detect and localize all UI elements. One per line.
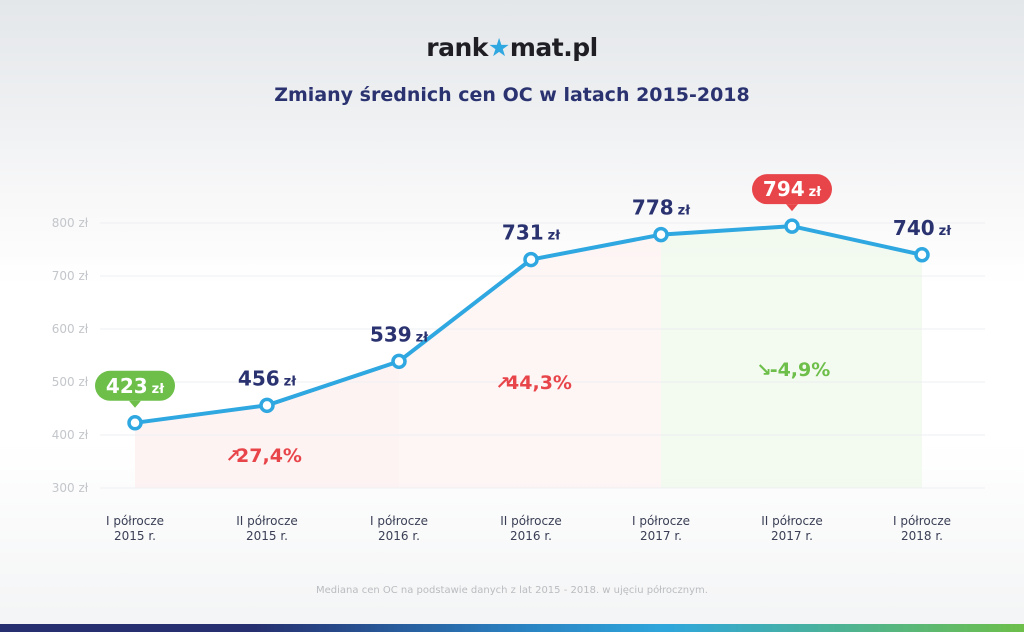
x-tick-label: II półrocze: [500, 514, 562, 528]
max-value-badge: [752, 174, 832, 205]
change-annotation: 44,3%: [506, 372, 572, 394]
data-point: [259, 397, 275, 414]
y-tick-label: 300 zł: [52, 481, 89, 495]
arrow-up-right-icon: ↗: [495, 373, 510, 394]
badge-pointer: [129, 400, 141, 408]
value-label: 794 zł: [763, 177, 822, 201]
value-label: 456 zł: [238, 366, 297, 390]
logo-text: mat.pl: [509, 33, 598, 62]
x-tick-label: I półrocze: [106, 514, 164, 528]
y-tick-label: 400 zł: [52, 428, 89, 442]
x-tick-label: 2017 r.: [640, 529, 682, 543]
x-tick-label: II półrocze: [236, 514, 298, 528]
value-label: 731 zł: [502, 221, 561, 245]
x-tick-label: 2015 r.: [246, 529, 288, 543]
x-tick-label: II półrocze: [761, 514, 823, 528]
x-tick-label: I półrocze: [893, 514, 951, 528]
x-tick-label: 2016 r.: [378, 529, 420, 543]
bottom-gradient-bar: [0, 624, 1024, 632]
shaded-region-1: [399, 234, 661, 488]
shaded-region-2: [661, 226, 922, 488]
arrow-up-right-icon: ↗: [225, 446, 240, 467]
value-label: 778 zł: [632, 196, 691, 220]
y-tick-label: 800 zł: [52, 216, 89, 230]
data-point: [653, 226, 669, 243]
star-icon: ★: [487, 33, 510, 62]
rankomat-logo: rank★mat.pl: [0, 33, 1024, 62]
arrow-down-right-icon: ↘: [756, 360, 771, 381]
x-tick-label: 2015 r.: [114, 529, 156, 543]
change-annotation: 27,4%: [236, 445, 302, 467]
x-tick-label: 2016 r.: [510, 529, 552, 543]
x-tick-label: 2018 r.: [901, 529, 943, 543]
min-value-badge: [95, 370, 175, 401]
x-tick-label: 2017 r.: [771, 529, 813, 543]
chart-title: Zmiany średnich cen OC w latach 2015-201…: [274, 84, 750, 106]
data-point: [391, 353, 407, 370]
badge-pointer: [786, 204, 798, 212]
change-annotation: -4,9%: [770, 359, 831, 381]
x-tick-label: I półrocze: [632, 514, 690, 528]
value-label: 539 zł: [370, 322, 429, 346]
data-point: [784, 218, 800, 234]
y-tick-label: 700 zł: [52, 269, 89, 283]
value-label: 740 zł: [893, 216, 952, 240]
data-point: [523, 251, 539, 268]
shaded-region-0: [135, 361, 399, 488]
logo-text: rank: [426, 33, 488, 62]
data-point: [127, 415, 143, 431]
y-tick-label: 600 zł: [52, 322, 89, 336]
footnote: Mediana cen OC na podstawie danych z lat…: [316, 585, 708, 596]
y-tick-label: 500 zł: [52, 375, 89, 389]
x-tick-label: I półrocze: [370, 514, 428, 528]
data-point: [914, 247, 930, 263]
